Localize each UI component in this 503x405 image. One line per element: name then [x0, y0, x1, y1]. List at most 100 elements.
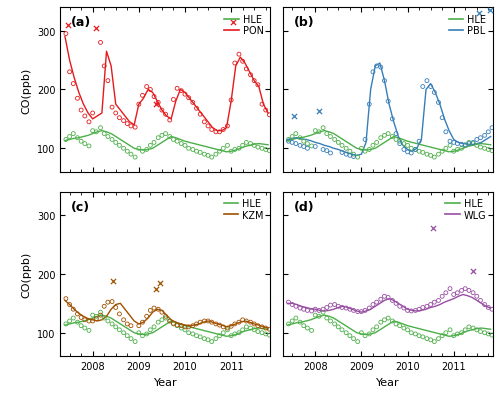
Point: [307, 327, 315, 334]
Point: [303, 325, 311, 331]
Point: [85, 318, 93, 324]
Point: [365, 147, 373, 153]
Point: [177, 88, 185, 95]
Point: [369, 69, 377, 76]
Point: [435, 336, 443, 342]
Point: [250, 143, 258, 149]
Point: [154, 319, 162, 326]
Point: [246, 325, 255, 331]
Point: [430, 90, 438, 96]
Point: [223, 124, 231, 130]
Point: [403, 149, 411, 156]
Y-axis label: CO(ppb): CO(ppb): [22, 67, 32, 113]
Point: [150, 140, 158, 146]
Point: [303, 141, 311, 147]
Point: [442, 146, 450, 152]
Point: [115, 327, 123, 333]
Point: [254, 145, 262, 151]
Point: [138, 333, 146, 339]
Point: [480, 133, 488, 139]
Point: [112, 111, 120, 117]
Point: [342, 330, 350, 336]
Point: [77, 323, 85, 329]
Point: [380, 78, 388, 85]
Point: [154, 306, 162, 313]
Point: [296, 135, 304, 142]
Point: [173, 323, 181, 329]
Point: [131, 154, 139, 161]
Point: [150, 305, 158, 311]
Point: [396, 139, 404, 145]
Point: [258, 330, 266, 336]
Point: [235, 330, 243, 336]
Point: [262, 325, 270, 331]
Point: [204, 337, 212, 343]
Point: [315, 307, 323, 314]
Point: [73, 96, 81, 102]
Point: [346, 149, 354, 155]
Point: [473, 137, 481, 143]
Point: [342, 305, 350, 311]
Point: [85, 119, 93, 126]
Point: [435, 151, 443, 158]
Point: [93, 313, 101, 320]
Point: [484, 331, 492, 337]
Point: [469, 268, 477, 275]
Point: [365, 305, 373, 311]
Point: [185, 330, 193, 336]
Point: [131, 125, 139, 131]
Point: [250, 321, 258, 327]
Point: [93, 26, 101, 32]
Point: [380, 317, 388, 323]
Point: [258, 102, 266, 108]
Point: [403, 327, 411, 333]
Point: [358, 146, 366, 152]
Point: [238, 317, 246, 323]
Point: [81, 325, 89, 331]
Point: [342, 151, 350, 158]
Point: [458, 288, 466, 294]
Point: [334, 324, 343, 330]
Point: [212, 336, 220, 342]
Point: [450, 333, 458, 339]
Point: [430, 339, 438, 345]
Point: [350, 154, 358, 160]
Point: [131, 339, 139, 345]
Point: [115, 143, 123, 149]
Point: [170, 321, 178, 327]
Point: [146, 143, 154, 149]
Point: [235, 52, 243, 58]
Point: [407, 150, 415, 157]
Point: [292, 141, 300, 147]
Point: [110, 278, 118, 285]
Point: [152, 102, 160, 108]
Point: [150, 94, 158, 100]
Point: [476, 297, 484, 304]
Point: [484, 147, 492, 153]
Point: [326, 302, 334, 309]
Point: [223, 327, 231, 333]
Point: [442, 129, 450, 136]
Point: [438, 333, 446, 339]
Point: [100, 303, 108, 310]
Point: [177, 141, 185, 147]
Point: [120, 118, 128, 125]
Point: [300, 323, 308, 329]
Point: [242, 324, 250, 330]
Point: [219, 127, 227, 133]
Point: [89, 318, 97, 324]
Point: [120, 146, 128, 152]
Point: [373, 64, 381, 70]
Legend: HLE, PON: HLE, PON: [222, 13, 266, 38]
Point: [300, 144, 308, 150]
Point: [135, 330, 143, 336]
Point: [384, 99, 392, 105]
Point: [423, 151, 431, 158]
Point: [254, 328, 262, 335]
Point: [123, 121, 131, 128]
Point: [488, 148, 496, 155]
Point: [242, 318, 250, 324]
Point: [185, 95, 193, 102]
Point: [127, 151, 135, 158]
Point: [338, 150, 346, 156]
